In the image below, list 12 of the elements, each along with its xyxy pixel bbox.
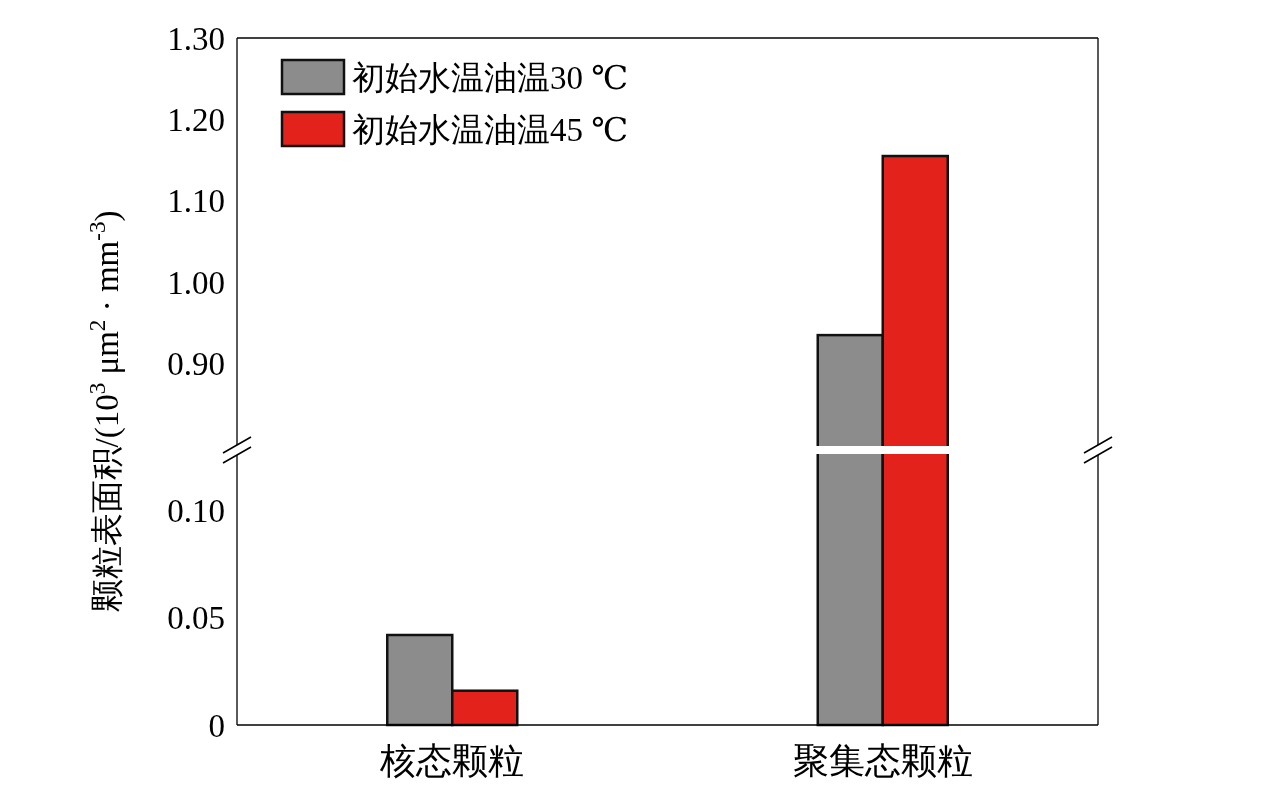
y-tick-label: 1.00	[167, 264, 225, 301]
x-tick-label: 核态颗粒	[379, 741, 525, 781]
legend-label: 初始水温油温45 ℃	[352, 111, 629, 148]
y-tick-label: 0.90	[167, 346, 225, 383]
legend-label: 初始水温油温30 ℃	[352, 59, 629, 96]
y-tick-label: 1.30	[167, 20, 225, 57]
y-tick-label: 0.05	[167, 600, 225, 637]
x-tick-label: 聚集态颗粒	[792, 741, 973, 781]
y-tick-label: 1.10	[167, 183, 225, 220]
y-tick-label: 0.10	[167, 493, 225, 530]
y-tick-label: 1.20	[167, 101, 225, 138]
y-tick-label: 0	[208, 707, 225, 744]
